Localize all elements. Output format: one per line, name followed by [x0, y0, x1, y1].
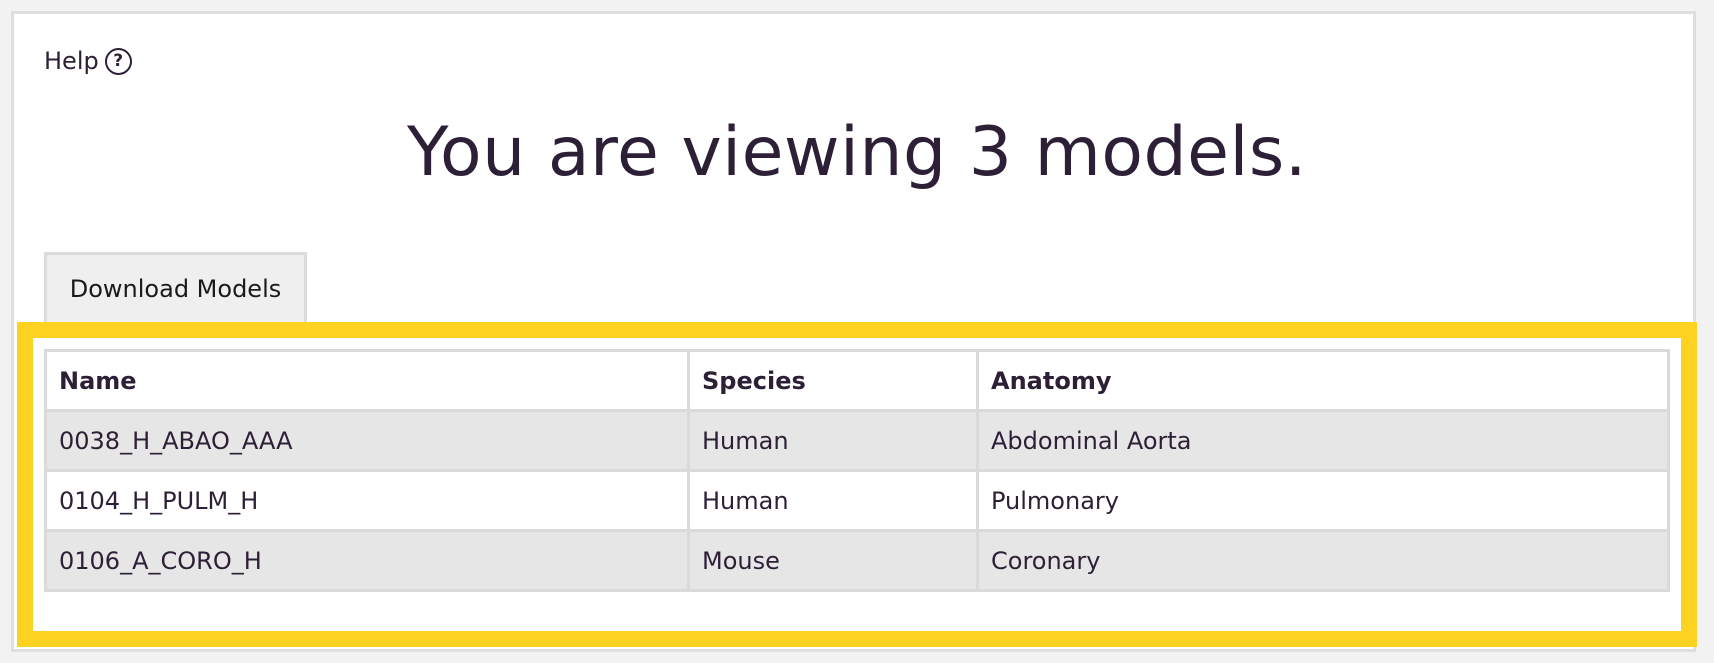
cell-anatomy: Abdominal Aorta	[976, 409, 1670, 472]
cell-anatomy: Pulmonary	[976, 469, 1670, 532]
cell-species: Human	[687, 469, 979, 532]
help-link[interactable]: Help ?	[44, 47, 132, 75]
cell-name: 0106_A_CORO_H	[44, 529, 690, 592]
column-header-species[interactable]: Species	[687, 349, 979, 412]
table-row[interactable]: 0038_H_ABAO_AAA Human Abdominal Aorta	[44, 409, 1670, 472]
question-circle-icon: ?	[104, 47, 132, 75]
cell-species: Mouse	[687, 529, 979, 592]
table-header-row: Name Species Anatomy	[44, 349, 1670, 412]
cell-anatomy: Coronary	[976, 529, 1670, 592]
download-models-button[interactable]: Download Models	[44, 252, 307, 322]
column-header-anatomy[interactable]: Anatomy	[976, 349, 1670, 412]
cell-name: 0104_H_PULM_H	[44, 469, 690, 532]
table-row[interactable]: 0104_H_PULM_H Human Pulmonary	[44, 469, 1670, 532]
help-label: Help	[44, 47, 99, 75]
page-title: You are viewing 3 models.	[407, 113, 1307, 192]
column-header-name[interactable]: Name	[44, 349, 690, 412]
table-row[interactable]: 0106_A_CORO_H Mouse Coronary	[44, 529, 1670, 592]
cell-species: Human	[687, 409, 979, 472]
models-table: Name Species Anatomy 0038_H_ABAO_AAA Hum…	[44, 349, 1670, 592]
cell-name: 0038_H_ABAO_AAA	[44, 409, 690, 472]
